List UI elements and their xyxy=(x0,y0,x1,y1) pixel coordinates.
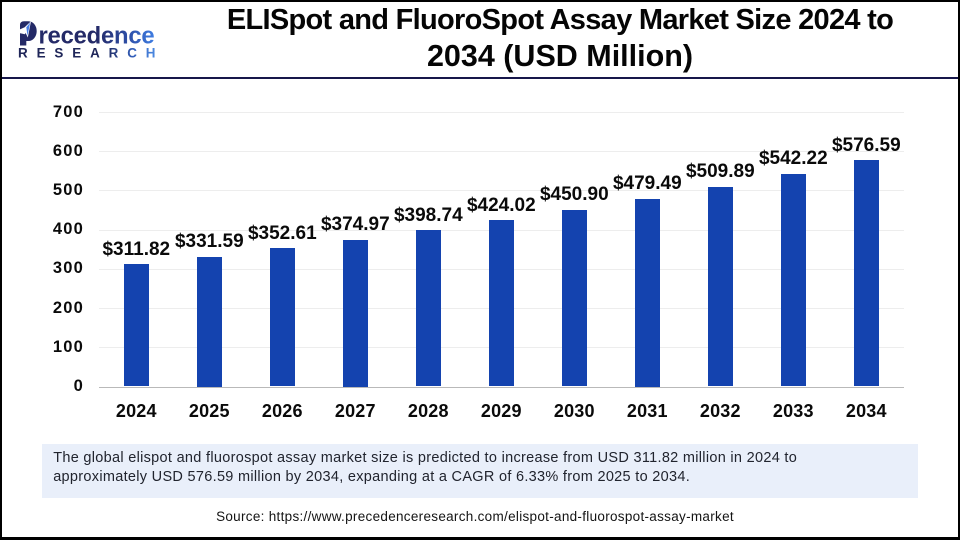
svg-text:recedence: recedence xyxy=(39,23,155,50)
svg-text:RESEARCH: RESEARCH xyxy=(18,45,164,60)
